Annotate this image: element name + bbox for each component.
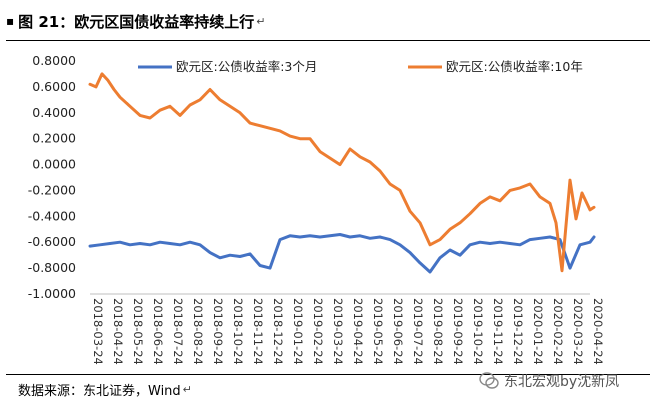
source-note: 数据来源：东北证券，Wind ↵ [18,380,192,399]
x-tick-label: 2019-02-24 [311,298,325,365]
legend-3m-label: 欧元区:公债收益率:3个月 [176,59,317,74]
series-line-10y [90,74,594,271]
y-tick-label: -0.8000 [28,260,76,275]
x-tick-label: 2018-11-24 [251,298,265,365]
x-tick-label: 2018-07-24 [171,298,185,365]
x-tick-label: 2020-02-24 [551,298,565,365]
x-tick-label: 2019-10-24 [471,298,485,365]
wechat-logo-icon [478,370,500,392]
line-chart: 0.8000 0.6000 0.4000 0.2000 0.0000 -0.2000 -0.… [0,40,654,374]
figure-title: 图 21：欧元区国债收益率持续上行 [18,11,254,32]
y-tick-label: 0.8000 [32,53,76,68]
x-tick-label: 2018-03-24 [91,298,105,365]
x-tick-label: 2019-08-24 [431,298,445,365]
title-bullet-icon: ▪ [6,14,14,28]
legend-10y-label: 欧元区:公债收益率:10年 [446,59,583,74]
x-tick-label: 2018-12-24 [271,298,285,365]
y-tick-label: 0.0000 [32,157,76,172]
x-tick-label: 2020-04-24 [591,298,605,365]
y-tick-label: 0.4000 [32,105,76,120]
x-tick-label: 2018-08-24 [191,298,205,365]
x-tick-label: 2018-05-24 [131,298,145,365]
watermark: 东北宏观by沈新凤 [478,370,619,392]
return-mark-icon: ↵ [256,15,265,28]
y-tick-label: -0.2000 [28,182,76,197]
x-tick-label: 2019-03-24 [331,298,345,365]
x-tick-label: 2018-10-24 [231,298,245,365]
x-tick-label: 2019-07-24 [411,298,425,365]
source-text: 数据来源：东北证券，Wind [18,380,181,399]
x-tick-label: 2019-11-24 [491,298,505,365]
x-tick-label: 2018-09-24 [211,298,225,365]
x-tick-label: 2019-04-24 [351,298,365,365]
figure-title-bar: ▪ 图 21：欧元区国债收益率持续上行 ↵ [6,6,646,36]
series-line-3m [90,235,594,273]
x-tick-label: 2019-06-24 [391,298,405,365]
y-tick-label: -1.0000 [28,286,76,301]
x-tick-label: 2018-04-24 [111,298,125,365]
x-tick-label: 2020-03-24 [571,298,585,365]
watermark-text: 东北宏观by沈新凤 [504,371,619,391]
y-tick-label: -0.4000 [28,208,76,223]
y-tick-label: 0.6000 [32,79,76,94]
x-tick-label: 2019-09-24 [451,298,465,365]
x-tick-label: 2019-01-24 [291,298,305,365]
x-tick-label: 2019-05-24 [371,298,385,365]
return-mark-icon: ↵ [183,383,192,396]
y-tick-label: 0.2000 [32,131,76,146]
y-tick-label: -0.6000 [28,234,76,249]
x-tick-label: 2019-12-24 [511,298,525,365]
x-tick-label: 2018-06-24 [151,298,165,365]
x-tick-label: 2020-01-24 [531,298,545,365]
